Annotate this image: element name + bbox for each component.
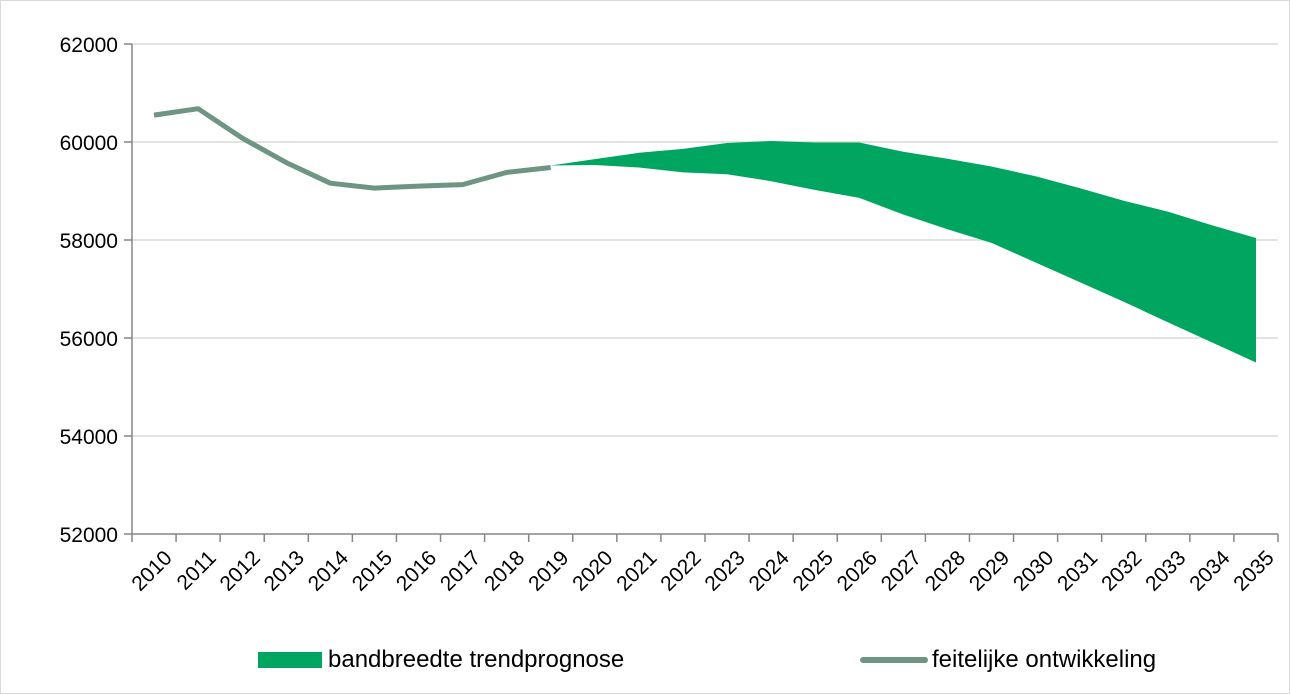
x-tick-label-2015: 2015 xyxy=(348,546,397,595)
y-tick-label-60000: 60000 xyxy=(60,132,118,155)
legend-label-band: bandbreedte trendprognose xyxy=(328,646,625,673)
legend-swatch-band xyxy=(258,652,322,668)
x-tick-label-2033: 2033 xyxy=(1141,546,1190,595)
y-tick-label-58000: 58000 xyxy=(60,230,118,253)
x-tick-label-2020: 2020 xyxy=(568,546,617,595)
x-tick-label-2028: 2028 xyxy=(921,546,970,595)
x-tick-label-2025: 2025 xyxy=(789,546,838,595)
x-tick-label-2034: 2034 xyxy=(1185,546,1235,596)
x-tick-label-2019: 2019 xyxy=(524,546,573,595)
legend-swatch-actual xyxy=(860,657,928,663)
axes xyxy=(124,43,1279,542)
y-tick-label-52000: 52000 xyxy=(60,524,118,547)
x-tick-label-2014: 2014 xyxy=(304,546,354,596)
x-tick-label-2023: 2023 xyxy=(700,546,749,595)
x-tick-label-2031: 2031 xyxy=(1053,546,1102,595)
x-axis-tick-labels: 2010201120122013201420152016201720182019… xyxy=(127,546,1278,596)
x-tick-label-2027: 2027 xyxy=(877,546,926,595)
x-tick-label-2024: 2024 xyxy=(744,546,794,596)
y-tick-label-62000: 62000 xyxy=(60,34,118,57)
x-tick-label-2021: 2021 xyxy=(612,546,661,595)
legend-label-actual: feitelijke ontwikkeling xyxy=(932,646,1157,673)
y-tick-label-54000: 54000 xyxy=(60,426,118,449)
x-tick-label-2035: 2035 xyxy=(1229,546,1278,595)
legend-item-band: bandbreedte trendprognose xyxy=(258,644,624,676)
x-tick-label-2010: 2010 xyxy=(127,546,176,595)
series-line-feitelijke-ontwikkeling xyxy=(153,106,551,191)
x-tick-label-2032: 2032 xyxy=(1097,546,1146,595)
x-tick-label-2012: 2012 xyxy=(216,546,265,595)
x-tick-label-2022: 2022 xyxy=(656,546,705,595)
x-tick-label-2013: 2013 xyxy=(260,546,309,595)
x-tick-label-2030: 2030 xyxy=(1009,546,1058,595)
legend-item-actual: feitelijke ontwikkeling xyxy=(860,644,1156,676)
gridlines xyxy=(132,43,1278,437)
x-tick-label-2026: 2026 xyxy=(833,546,882,595)
y-axis-tick-labels: 52000 54000 56000 58000 60000 62000 xyxy=(60,34,118,547)
x-tick-label-2011: 2011 xyxy=(173,546,221,594)
x-tick-label-2017: 2017 xyxy=(436,546,485,595)
y-tick-label-56000: 56000 xyxy=(60,328,118,351)
series-band-trendprognose xyxy=(550,141,1256,363)
chart-marks xyxy=(153,106,1256,363)
x-tick-label-2018: 2018 xyxy=(480,546,529,595)
x-tick-label-2029: 2029 xyxy=(965,546,1014,595)
x-tick-label-2016: 2016 xyxy=(392,546,441,595)
